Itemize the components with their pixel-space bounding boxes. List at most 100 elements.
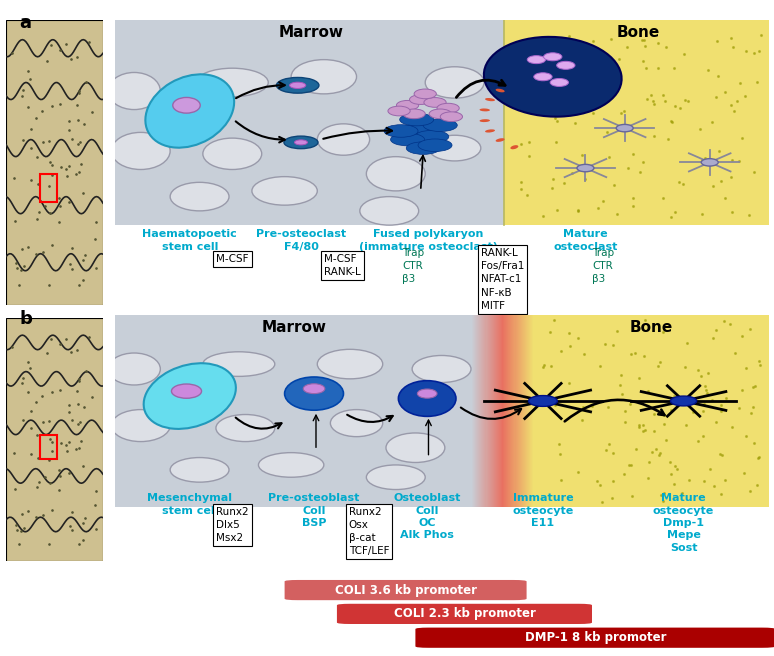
Bar [484,315,485,506]
Point [627,149,639,159]
Ellipse shape [172,384,201,398]
Point [744,485,756,496]
Ellipse shape [480,119,490,122]
Bar [471,315,472,506]
Bar [498,315,499,506]
Point [54,161,67,172]
Point [89,217,101,228]
Point [728,348,741,358]
Bar [505,315,506,506]
Point [543,327,556,337]
Point [545,361,557,372]
Text: DMP-1 8 kb promoter: DMP-1 8 kb promoter [525,631,666,644]
Point [587,108,599,118]
Point [715,406,728,417]
Point [566,167,578,178]
Bar [491,315,493,506]
Point [694,124,706,134]
Point [752,480,764,491]
Point [64,259,77,270]
Point [572,205,584,215]
Point [19,522,31,533]
Point [31,152,43,162]
Point [63,468,75,478]
Point [37,247,50,257]
Point [695,371,707,381]
Ellipse shape [111,133,170,169]
Point [26,143,38,154]
Point [53,384,66,395]
Point [664,469,676,480]
Point [700,384,712,395]
Point [33,207,46,217]
Point [613,53,625,64]
Bar [525,315,526,506]
Point [71,52,84,63]
Point [549,113,561,123]
Point [676,487,688,498]
Bar [529,315,530,506]
Ellipse shape [317,349,382,379]
Point [724,319,737,329]
Bar [478,315,479,506]
Point [586,401,598,411]
Point [73,373,85,384]
Point [692,364,704,375]
Point [742,210,755,220]
Point [728,106,740,117]
Point [32,453,44,463]
Point [46,505,58,516]
Point [74,136,86,147]
Point [30,482,43,493]
Ellipse shape [146,74,235,148]
Point [63,400,75,410]
Point [731,96,743,106]
Ellipse shape [170,182,229,211]
Point [551,205,563,215]
Point [738,91,751,101]
Bar [497,315,498,506]
Bar [513,315,515,506]
Point [563,31,575,42]
Point [639,63,652,73]
Point [591,476,604,486]
Text: Runx2
Dlx5
Msx2: Runx2 Dlx5 Msx2 [216,506,248,543]
Text: Mature
osteoclast: Mature osteoclast [553,230,618,252]
Point [17,134,29,145]
Bar [472,315,473,506]
Point [717,316,730,326]
Point [64,521,77,531]
Point [9,484,21,495]
Point [619,417,632,427]
Point [692,436,704,446]
Point [71,386,84,396]
Point [618,468,631,479]
Point [572,205,584,216]
Bar [487,315,488,506]
Point [29,113,42,123]
Text: Trap
CTR
β3: Trap CTR β3 [402,248,424,284]
Point [16,378,29,388]
Ellipse shape [399,380,456,417]
Text: Osteoblast
ColI
OC
Alk Phos: Osteoblast ColI OC Alk Phos [393,493,461,541]
Point [646,447,658,457]
Point [710,325,722,335]
Point [73,539,85,549]
Point [637,156,649,167]
Point [711,70,724,81]
Point [63,407,76,417]
Ellipse shape [415,131,449,143]
Bar [527,315,528,506]
Point [61,446,74,457]
Point [53,217,66,228]
Point [641,94,653,104]
Point [54,45,67,55]
Point [726,421,738,432]
Point [574,62,586,73]
Point [80,77,92,87]
Text: Fused polykaryon
(immature osteoclast): Fused polykaryon (immature osteoclast) [359,230,498,252]
Ellipse shape [423,119,457,132]
Point [603,152,615,162]
Point [25,406,37,417]
Text: Pre-osteoclast
F4/80: Pre-osteoclast F4/80 [256,230,346,252]
